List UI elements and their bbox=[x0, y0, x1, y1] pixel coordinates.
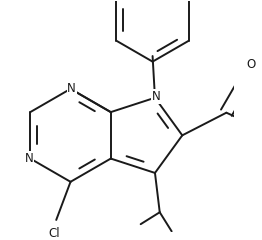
Text: N: N bbox=[152, 90, 161, 103]
Text: O: O bbox=[246, 58, 255, 71]
Text: Cl: Cl bbox=[48, 227, 60, 240]
Text: N: N bbox=[25, 152, 34, 165]
Text: N: N bbox=[67, 82, 76, 95]
